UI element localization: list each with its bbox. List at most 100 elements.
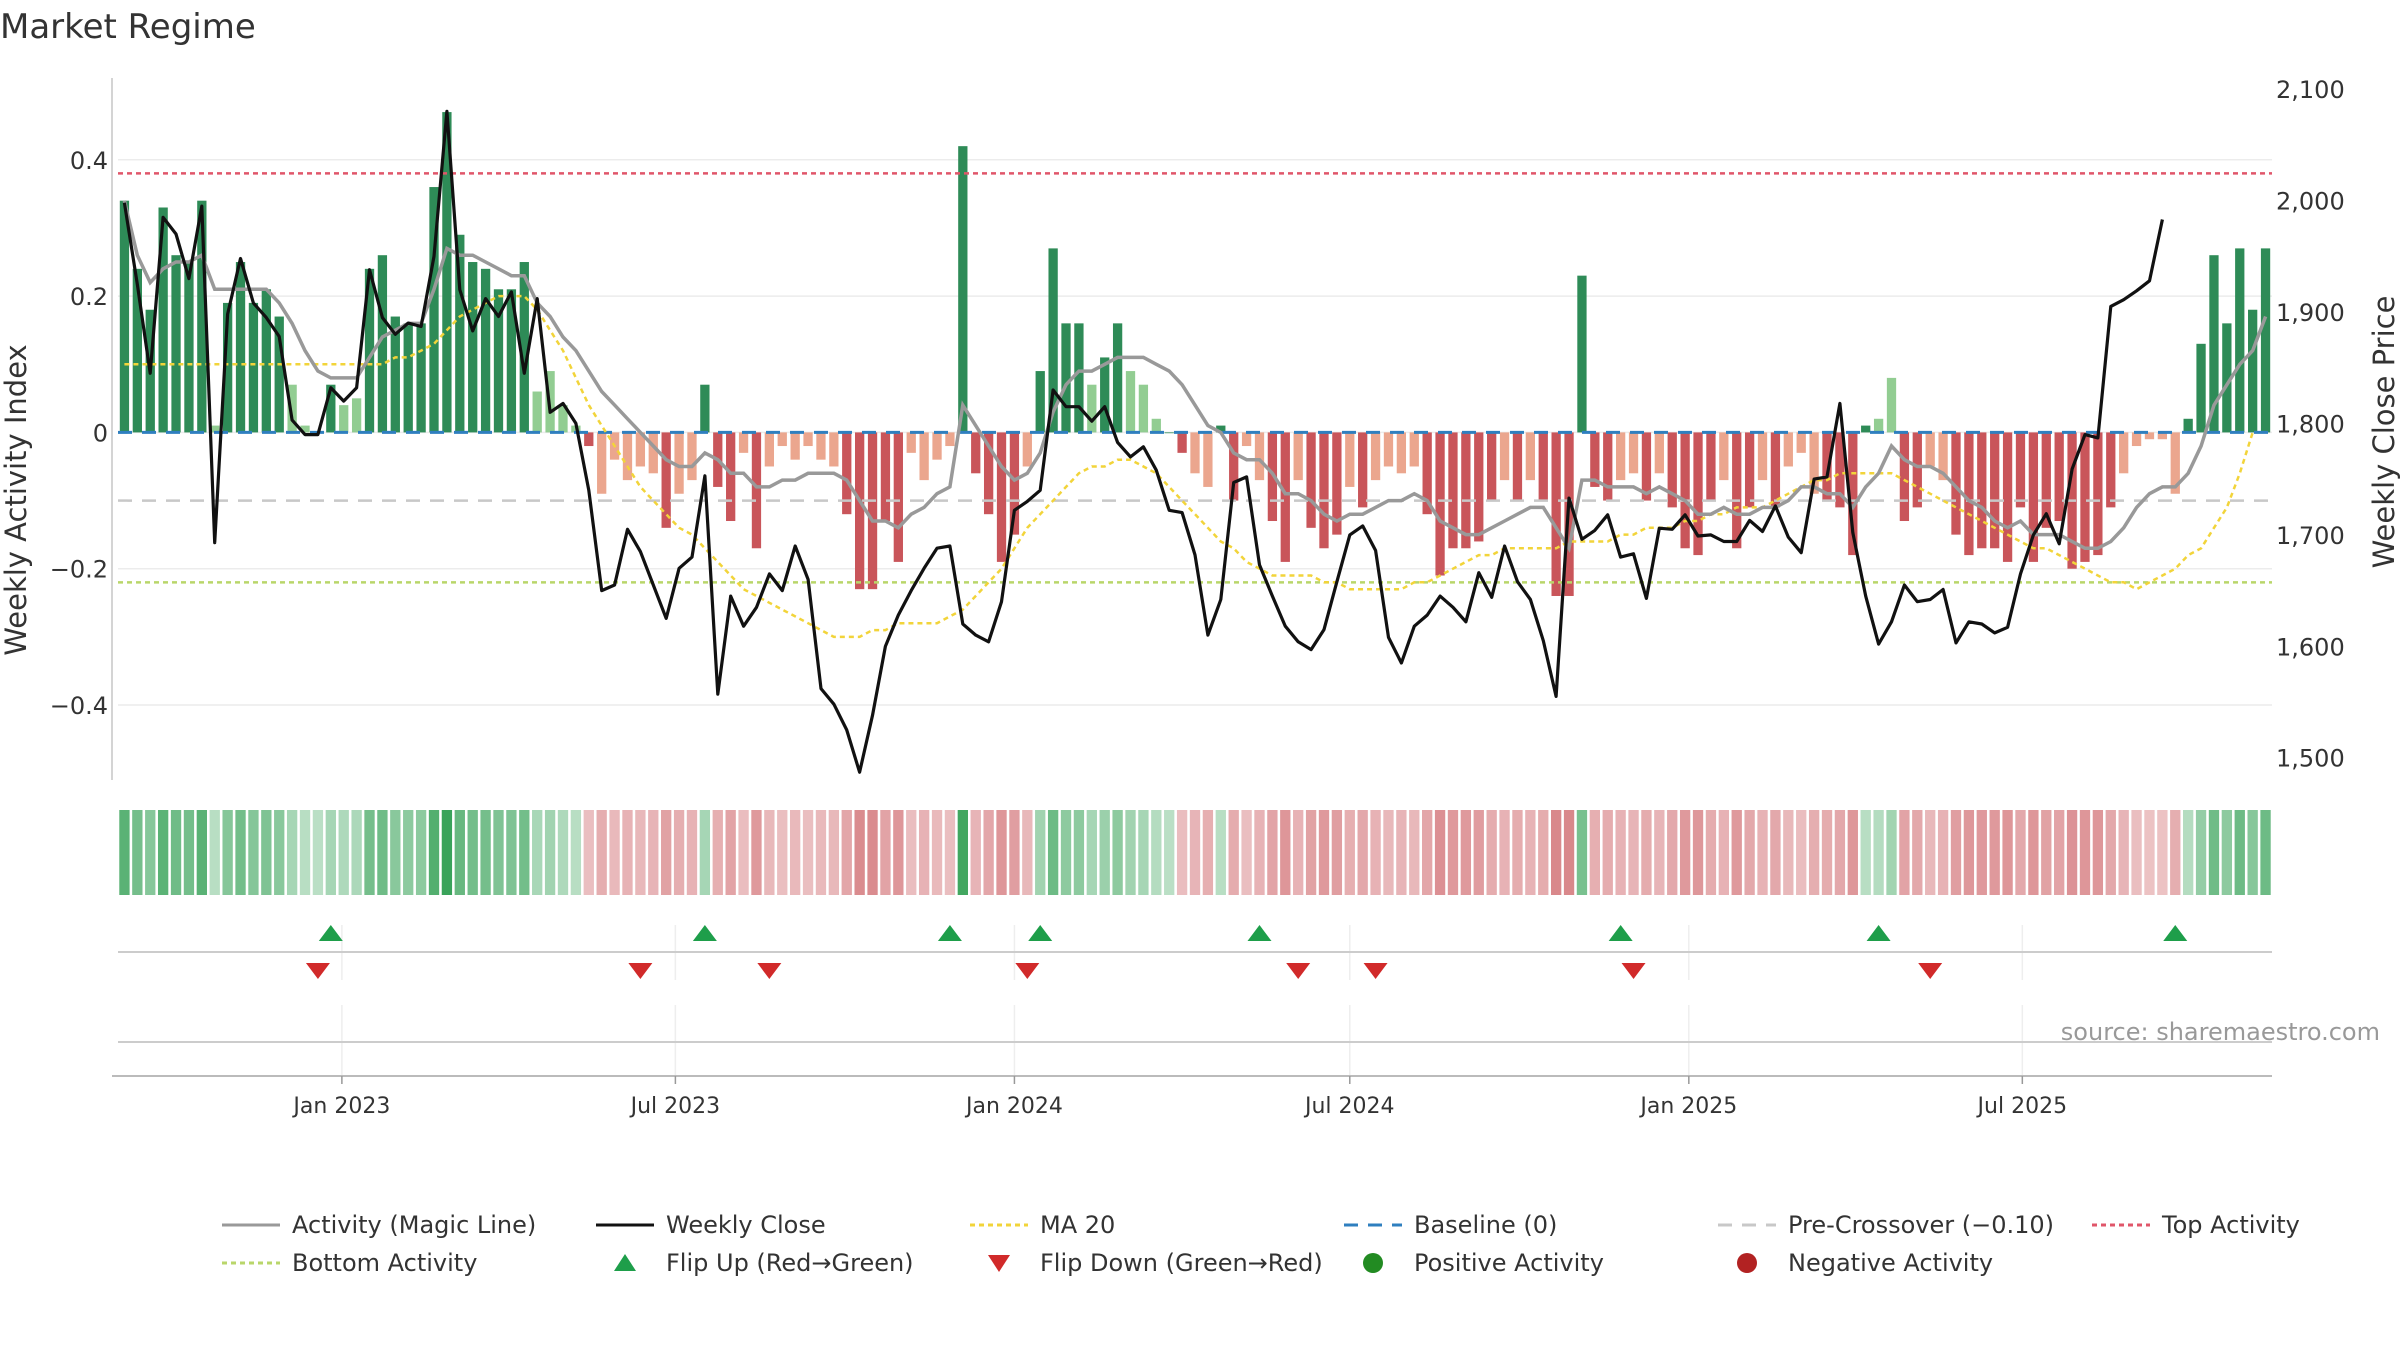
activity-bar — [2093, 432, 2103, 556]
heat-cell — [1383, 810, 1394, 895]
magic-line — [122, 200, 2268, 554]
activity-bar — [2170, 432, 2180, 494]
heat-cell — [119, 810, 130, 895]
activity-bar — [158, 207, 168, 433]
heat-cell — [867, 810, 878, 895]
heat-cell — [1576, 810, 1588, 895]
activity-bar — [867, 432, 878, 590]
activity-bar — [480, 268, 491, 433]
heat-cell — [777, 810, 788, 895]
heat-cell — [2028, 810, 2039, 895]
x-tick-label: Jul 2025 — [1976, 1094, 2068, 1119]
activity-bar — [1112, 323, 1123, 433]
activity-bar — [261, 289, 271, 433]
x-tick-label: Jul 2024 — [1303, 1094, 1395, 1119]
heat-cell — [2247, 810, 2258, 895]
heat-cell — [1512, 810, 1523, 895]
activity-bar — [2015, 432, 2026, 508]
heat-cell — [2183, 810, 2194, 895]
activity-bar — [222, 302, 233, 433]
ma20-line — [124, 294, 2254, 639]
activity-bar — [648, 432, 658, 474]
heat-cell — [248, 810, 259, 895]
heat-cell — [1808, 810, 1820, 895]
legend-swatch — [614, 1254, 636, 1271]
activity-bar — [1061, 323, 1071, 433]
activity-bar — [1048, 248, 1058, 433]
activity-bar — [248, 302, 259, 433]
heat-cell — [235, 810, 246, 895]
activity-bar — [829, 432, 839, 467]
activity-bar — [1396, 432, 1407, 474]
heat-cell — [686, 810, 698, 895]
activity-bar — [958, 146, 968, 433]
activity-bar — [919, 432, 929, 481]
activity-bar — [1100, 357, 1110, 433]
heat-cell — [1796, 810, 1807, 895]
activity-bar — [1306, 432, 1316, 528]
activity-bar — [1435, 432, 1445, 576]
activity-bar — [1332, 432, 1342, 535]
heat-cell — [454, 810, 465, 895]
activity-bar — [1615, 432, 1626, 481]
heat-cell — [918, 810, 930, 895]
heat-cell — [209, 810, 220, 895]
heat-cell — [1783, 810, 1794, 895]
heat-cell — [1628, 810, 1639, 895]
heat-cell — [1692, 810, 1704, 895]
legend-item: Positive Activity — [1363, 1249, 1604, 1277]
activity-bar — [1783, 432, 1793, 467]
activity-bars — [119, 112, 2271, 596]
heat-cell — [609, 810, 620, 895]
heat-cell — [906, 810, 917, 895]
heat-cell — [1486, 810, 1497, 895]
activity-bar — [455, 234, 465, 433]
activity-bar — [1177, 432, 1187, 453]
heat-cell — [1280, 810, 1291, 895]
heat-cell — [145, 810, 156, 895]
legend-label: Flip Down (Green→Red) — [1040, 1249, 1323, 1277]
heat-cell — [1125, 810, 1136, 895]
heat-cell — [2131, 810, 2142, 895]
y-tick-labels: 0.4 0.2 0 −0.2 −0.4 2,100 2,000 1,900 1,800 1,700… — [50, 76, 2345, 773]
activity-bar — [1087, 384, 1097, 433]
heat-cell — [1099, 810, 1110, 895]
heat-cell — [1718, 810, 1729, 895]
activity-bar — [1319, 432, 1329, 549]
heat-cell — [1022, 810, 1033, 895]
heat-cell — [815, 810, 827, 895]
activity-bar — [1886, 377, 1897, 433]
heat-cell — [364, 810, 375, 895]
activity-bar — [1280, 432, 1290, 562]
heat-cell — [1176, 810, 1188, 895]
heat-cell — [1821, 810, 1833, 895]
activity-bar — [1577, 275, 1587, 433]
activity-bar — [1448, 432, 1458, 549]
heat-cell — [557, 810, 569, 895]
flip-down-marker — [1015, 963, 1040, 979]
heat-cell — [1770, 810, 1781, 895]
heat-cell — [1215, 810, 1226, 895]
flip-down-marker — [1286, 963, 1311, 979]
activity-bar — [1861, 425, 1871, 433]
heat-cell — [532, 810, 543, 895]
heat-cell — [622, 810, 633, 895]
activity-bar — [661, 432, 671, 528]
activity-bar — [945, 432, 955, 447]
heat-cell — [1976, 810, 1987, 895]
activity-bar — [1835, 432, 1845, 508]
activity-bar — [996, 432, 1007, 562]
heat-cell — [802, 810, 814, 895]
heat-cell — [2260, 810, 2271, 895]
activity-bar — [1538, 432, 1548, 501]
activity-bar — [635, 432, 646, 467]
heat-cell — [428, 810, 440, 895]
series-lines — [122, 109, 2268, 774]
heat-cell — [789, 810, 801, 895]
activity-bar — [1938, 432, 1948, 481]
heat-cell — [196, 810, 207, 895]
x-axis: Jan 2023 Jul 2023 Jan 2024 Jul 2024 Jan 2025… — [112, 1075, 2272, 1119]
heat-cell — [338, 810, 349, 895]
activity-bar — [2080, 432, 2090, 562]
legend-label: Positive Activity — [1414, 1249, 1604, 1277]
